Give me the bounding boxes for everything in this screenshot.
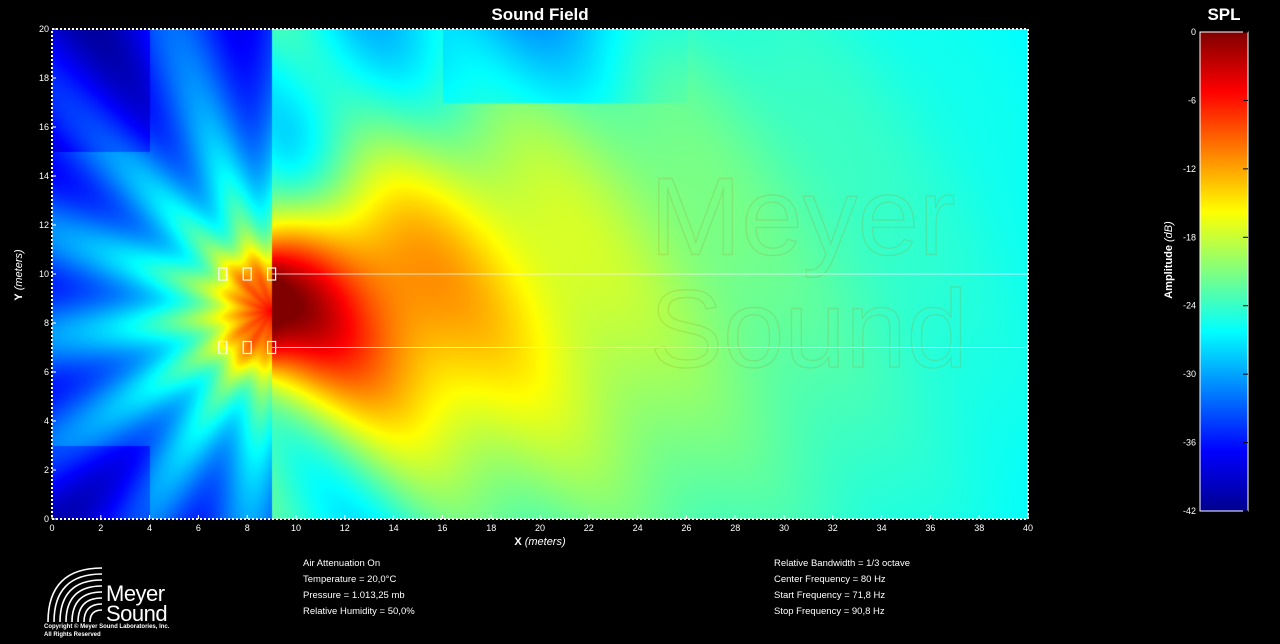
watermark-text: Meyer [650,155,956,278]
info-bandwidth: Relative Bandwidth = 1/3 octave [774,558,910,569]
x-tick-label: 20 [535,523,545,533]
watermark-text: Sound [650,268,968,391]
x-tick-label: 38 [974,523,984,533]
colorbar-title: SPL [1207,5,1241,24]
colorbar-ticks: 0 -6 -12 -18 -24 -30 -36 -42 [1183,27,1248,516]
info-center-frequency: Center Frequency = 80 Hz [774,574,886,585]
x-axis: 0 2 4 6 8 10 12 14 16 18 20 22 24 26 28 30 32 34 36 38 40 [49,515,1033,533]
y-tick-label: 10 [39,269,49,279]
x-tick-label: 4 [147,523,152,533]
speaker-source-icon [242,267,252,281]
y-tick-label: 16 [39,122,49,132]
info-air-attenuation: Air Attenuation On [303,558,381,569]
x-tick-label: 36 [925,523,935,533]
x-tick-label: 18 [486,523,496,533]
x-tick-label: 16 [437,523,447,533]
y-tick-label: 4 [44,416,49,426]
colorbar-tick-label: -30 [1183,369,1196,379]
colorbar-tick-label: -42 [1183,506,1196,516]
x-axis-label: X (meters) [514,536,566,548]
chart-title: Sound Field [491,5,589,24]
speaker-source-icon [267,267,277,281]
info-stop-frequency: Stop Frequency = 90,8 Hz [774,606,885,617]
y-axis-label: Y(meters) [13,249,25,301]
colorbar-label: Amplitude(dB) [1163,221,1175,299]
y-tick-label: 20 [39,24,49,34]
x-tick-label: 28 [730,523,740,533]
y-tick-label: 18 [39,73,49,83]
colorbar-tick-label: -18 [1183,232,1196,242]
colorbar-tick-label: 0 [1191,27,1196,37]
x-tick-label: 2 [98,523,103,533]
meyer-sound-logo: Meyer Sound Copyright © Meyer Sound Labo… [44,562,184,642]
frequency-info: Relative Bandwidth = 1/3 octave Center F… [774,556,910,620]
x-tick-label: 6 [196,523,201,533]
x-tick-label: 34 [877,523,887,533]
x-tick-label: 32 [828,523,838,533]
colorbar [1199,31,1249,512]
info-start-frequency: Start Frequency = 71,8 Hz [774,590,886,601]
x-tick-label: 40 [1023,523,1033,533]
y-tick-label: 6 [44,367,49,377]
x-tick-label: 22 [584,523,594,533]
x-tick-label: 12 [340,523,350,533]
colorbar-tick-label: -6 [1188,95,1196,105]
speaker-source-icon [218,267,228,281]
y-tick-label: 2 [44,465,49,475]
info-temperature: Temperature = 20,0°C [303,574,397,585]
speaker-source-icon [242,340,252,355]
logo-waves-icon [47,567,103,623]
colorbar-tick-label: -36 [1183,438,1196,448]
info-humidity: Relative Humidity = 50,0% [303,606,415,617]
x-tick-label: 26 [681,523,691,533]
logo-wordmark: Meyer Sound [106,581,168,626]
sources-group [218,267,277,355]
y-axis: 0 2 4 6 8 10 12 14 16 18 20 [39,24,56,524]
speaker-source-icon [267,340,277,355]
info-pressure: Pressure = 1.013,25 mb [303,590,405,601]
y-tick-label: 12 [39,220,49,230]
colorbar-tick-label: -24 [1183,301,1196,311]
copyright-text: Copyright © Meyer Sound Laboratories, In… [44,624,170,638]
x-tick-label: 30 [779,523,789,533]
colorbar-tick-label: -12 [1183,164,1196,174]
x-tick-label: 24 [633,523,643,533]
x-tick-label: 10 [291,523,301,533]
environment-info: Air Attenuation On Temperature = 20,0°C … [303,556,415,620]
speaker-source-icon [218,340,228,355]
x-tick-label: 14 [389,523,399,533]
x-tick-label: 8 [245,523,250,533]
y-tick-label: 0 [44,514,49,524]
y-tick-label: 8 [44,318,49,328]
x-tick-label: 0 [49,523,54,533]
reference-lines [271,273,1028,348]
y-tick-label: 14 [39,171,49,181]
